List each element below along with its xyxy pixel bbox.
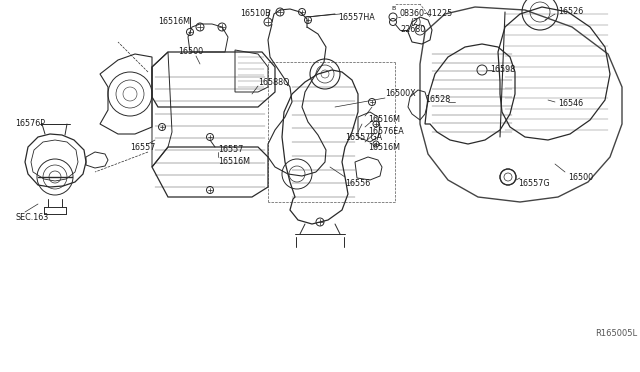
- Text: R165005L: R165005L: [595, 330, 637, 339]
- Text: 08360-41225: 08360-41225: [400, 10, 453, 19]
- Text: 22680: 22680: [400, 26, 425, 35]
- Text: 16500: 16500: [568, 173, 593, 182]
- Text: 16557: 16557: [218, 145, 243, 154]
- Text: 16557G: 16557G: [518, 180, 550, 189]
- Text: B: B: [391, 6, 395, 12]
- Text: 16510B: 16510B: [240, 10, 271, 19]
- Text: 16528: 16528: [425, 96, 451, 105]
- Text: 16556: 16556: [345, 180, 371, 189]
- Text: SEC.163: SEC.163: [15, 212, 48, 221]
- Text: 16598: 16598: [490, 65, 515, 74]
- Text: 16516M: 16516M: [158, 17, 190, 26]
- Text: 16500X: 16500X: [385, 90, 415, 99]
- Text: 16516M: 16516M: [218, 157, 250, 167]
- Text: 16516M: 16516M: [368, 142, 400, 151]
- Text: (2): (2): [410, 17, 421, 26]
- Text: 16557GA: 16557GA: [345, 132, 382, 141]
- Text: 16516M: 16516M: [368, 115, 400, 125]
- Text: 16576P: 16576P: [15, 119, 45, 128]
- Text: 16557HA: 16557HA: [338, 13, 375, 22]
- Text: 16500: 16500: [178, 48, 203, 57]
- Text: 16546: 16546: [558, 99, 583, 109]
- Text: 16576EA: 16576EA: [368, 128, 404, 137]
- Text: 16526: 16526: [558, 7, 583, 16]
- Text: 16557: 16557: [130, 142, 156, 151]
- Text: 16588Q: 16588Q: [258, 77, 289, 87]
